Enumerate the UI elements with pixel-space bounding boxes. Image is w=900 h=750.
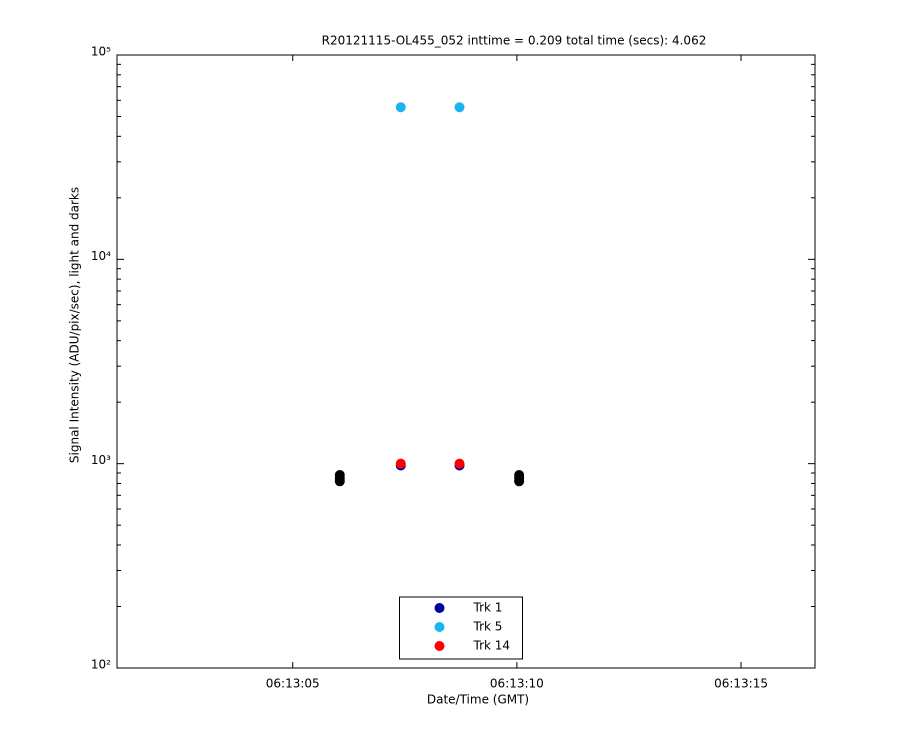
chart-title: R20121115-OL455_052 inttime = 0.209 tota… (322, 34, 707, 48)
x-axis-label: Date/Time (GMT) (427, 693, 529, 707)
point (395, 458, 406, 469)
x-tick-label: 06:13:10 (490, 677, 544, 691)
x-tick-label: 06:13:15 (714, 677, 768, 691)
plot-box (116, 54, 816, 669)
point (395, 102, 406, 113)
legend-marker (434, 622, 445, 632)
y-tick-label: 10⁵ (91, 45, 111, 59)
point (514, 476, 525, 487)
legend-marker (434, 641, 445, 651)
legend-label: Trk 1 (473, 601, 503, 615)
legend-label: Trk 14 (473, 639, 511, 653)
point (454, 458, 465, 469)
point (334, 476, 345, 487)
y-axis-label: Signal Intensity (ADU/pix/sec), light an… (68, 187, 82, 463)
y-tick-label: 10² (91, 658, 111, 672)
legend-marker (434, 603, 445, 613)
y-tick-label: 10⁴ (91, 249, 111, 263)
x-tick-label: 06:13:05 (266, 677, 320, 691)
legend-box (399, 596, 523, 660)
y-tick-label: 10³ (91, 453, 111, 467)
legend-label: Trk 5 (473, 620, 503, 634)
point (454, 102, 465, 113)
